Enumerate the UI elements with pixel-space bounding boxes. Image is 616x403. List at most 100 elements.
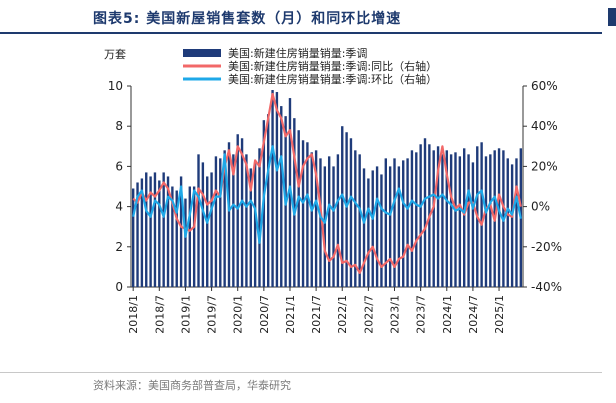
left-tick-label: 0	[115, 280, 123, 294]
sales-bar	[149, 176, 152, 287]
plot-area: 0 2 4 6 8 10 -40% -20% 0% 20% 40% 60% 2018/1 2018/7 20…	[108, 79, 562, 334]
sales-bar	[192, 186, 196, 287]
sales-bar	[227, 142, 231, 287]
sales-bar	[432, 150, 435, 287]
right-tick-label: -40%	[531, 280, 562, 294]
sales-bar	[136, 182, 139, 287]
sales-bar	[140, 178, 144, 287]
sales-bar	[410, 150, 414, 287]
left-tick-label: 2	[115, 240, 123, 254]
x-tick-label: 2023/1	[389, 295, 402, 334]
legend-label-mom: 美国:新建住房销量销量:季调:环比（右轴）	[228, 72, 437, 86]
sales-bar	[402, 160, 405, 287]
sales-bar	[393, 158, 396, 287]
sales-bar	[327, 156, 331, 287]
legend-label-yoy: 美国:新建住房销量销量:季调:同比（右轴）	[228, 59, 437, 73]
right-tick-label: 20%	[531, 159, 558, 173]
x-tick-label: 2021/1	[284, 295, 297, 334]
page-edge-marker	[608, 8, 616, 26]
source-note: 资料来源：美国商务部普查局，华泰研究	[93, 379, 291, 392]
sales-bar	[341, 126, 344, 287]
sales-bar	[280, 106, 283, 287]
sales-bar	[406, 158, 409, 287]
yoy-series-line	[132, 92, 522, 274]
sales-bar	[484, 156, 488, 287]
sales-bar	[384, 158, 387, 287]
x-tick-label: 2024/7	[467, 295, 480, 334]
sales-bar	[179, 176, 183, 287]
sales-bar	[175, 190, 178, 287]
sales-bar	[214, 156, 218, 287]
sales-bar	[245, 154, 248, 287]
left-tick-label: 8	[115, 119, 123, 133]
right-tick-label: 0%	[531, 200, 550, 214]
sales-bar	[423, 138, 427, 287]
sales-bar	[184, 198, 187, 287]
sales-bar	[449, 154, 453, 287]
sales-bar	[166, 176, 170, 287]
sales-bar	[131, 188, 135, 287]
sales-bar	[380, 174, 383, 287]
sales-bar	[253, 162, 257, 287]
x-tick-label: 2022/7	[362, 295, 375, 334]
figure-title-text: 美国新屋销售套数（月）和同环比增速	[146, 11, 402, 27]
sales-bar	[201, 162, 205, 287]
sales-bar	[232, 154, 235, 287]
sales-bar	[158, 180, 161, 287]
x-tick-label: 2023/7	[415, 295, 428, 334]
sales-bar	[371, 170, 374, 287]
sales-bar	[223, 150, 226, 287]
sales-bar	[171, 186, 174, 287]
sales-bar	[162, 172, 165, 287]
sales-bar	[293, 118, 296, 287]
sales-bar	[310, 152, 313, 287]
sales-bar	[375, 166, 379, 287]
source-divider	[0, 372, 602, 373]
sales-bar	[367, 178, 370, 287]
sales-bar	[506, 158, 509, 287]
sales-bar	[275, 92, 279, 287]
sales-bar	[319, 158, 322, 287]
sales-bar	[349, 138, 353, 287]
sales-bar	[489, 154, 492, 287]
sales-bar	[397, 166, 401, 287]
right-tick-label: 60%	[531, 79, 558, 93]
legend-label-bar: 美国:新建住房销量销量:季调	[228, 46, 367, 60]
new-home-sales-chart: 美国:新建住房销量销量:季调 美国:新建住房销量销量:季调:同比（右轴） 美国:…	[104, 46, 562, 334]
sales-bar	[297, 130, 300, 287]
sales-bar	[332, 166, 335, 287]
x-tick-label: 2021/7	[310, 295, 323, 334]
sales-bar	[510, 164, 514, 287]
x-tick-label: 2020/7	[258, 295, 271, 334]
sales-bar	[471, 162, 475, 287]
sales-bar	[463, 148, 466, 287]
x-tick-label: 2024/1	[441, 295, 454, 334]
x-tick-label: 2018/1	[127, 295, 140, 334]
sales-bar	[153, 172, 157, 287]
chart-container: 美国:新建住房销量销量:季调 美国:新建住房销量销量:季调:同比（右轴） 美国:…	[0, 34, 616, 370]
x-tick-label: 2022/1	[336, 295, 349, 334]
sales-bar	[419, 144, 422, 287]
sales-bar	[301, 140, 305, 287]
sales-bar	[236, 134, 239, 287]
right-tick-label: 40%	[531, 119, 558, 133]
sales-bar	[354, 150, 357, 287]
mom-series-line	[132, 145, 522, 244]
sales-bar	[314, 150, 318, 287]
sales-bar	[271, 90, 274, 287]
sales-bar	[323, 166, 327, 287]
sales-bar	[467, 154, 470, 287]
left-tick-label: 10	[108, 79, 123, 93]
figure-label: 图表5:	[93, 11, 141, 27]
x-tick-label: 2020/1	[232, 295, 245, 334]
right-tick-label: -20%	[531, 240, 562, 254]
sales-bar	[362, 168, 366, 287]
sales-bar	[388, 166, 392, 287]
sales-bar	[145, 172, 148, 287]
figure-title: 图表5: 美国新屋销售套数（月）和同环比增速	[93, 8, 401, 28]
sales-bar	[188, 186, 191, 287]
sales-bar	[480, 142, 483, 287]
sales-bar	[336, 154, 340, 287]
left-tick-label: 4	[115, 200, 123, 214]
sales-bar	[345, 132, 348, 287]
